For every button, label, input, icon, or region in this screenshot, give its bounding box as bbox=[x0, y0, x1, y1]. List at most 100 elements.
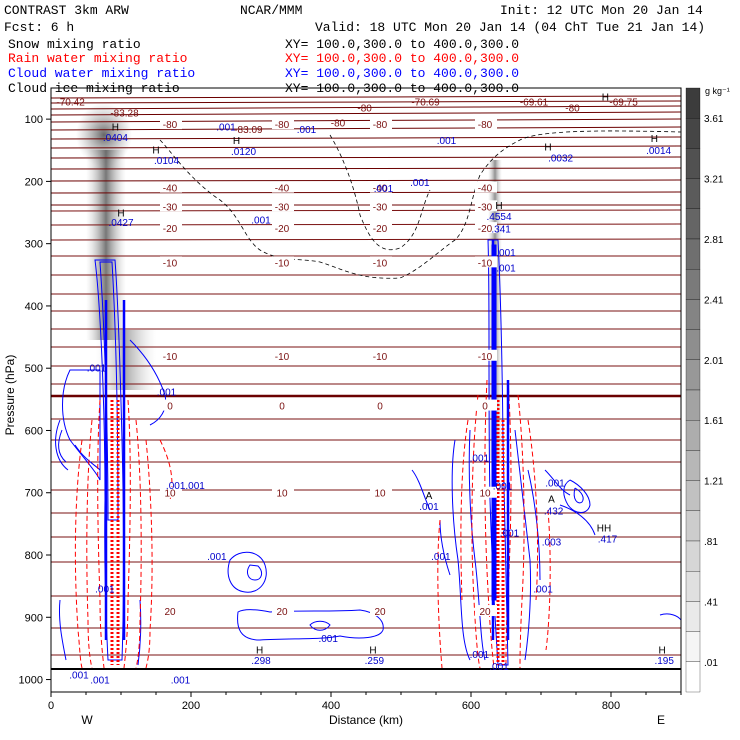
cloud-water-contours bbox=[55, 239, 681, 666]
contour-annotation: .001 bbox=[500, 528, 520, 539]
contour-annotation: .298 bbox=[251, 656, 271, 667]
isotherm-label-bg bbox=[370, 181, 392, 193]
isotherm-label: -80 bbox=[275, 120, 290, 131]
valid-time: Valid: 18 UTC Mon 20 Jan 14 (04 ChT Tue … bbox=[315, 20, 705, 35]
isotherm-label-bg bbox=[475, 486, 497, 498]
contour-annotation: .001 bbox=[69, 670, 89, 681]
contour-annotation: .001 bbox=[374, 184, 394, 195]
isotherm-label-bg bbox=[160, 181, 182, 193]
contour-annotation: .001 bbox=[87, 363, 107, 374]
contour-annotation: -80 bbox=[565, 104, 580, 115]
legend-cloud-xy: XY= 100.0,300.0 to 400.0,300.0 bbox=[285, 66, 519, 81]
colorbar-swatch bbox=[685, 87, 701, 119]
isotherm-label: 10 bbox=[276, 489, 288, 500]
isotherm-label-bg bbox=[160, 486, 182, 498]
contour-annotation: .417 bbox=[598, 535, 618, 546]
contour-annotation: .001 bbox=[533, 584, 553, 595]
y-tick-label: 700 bbox=[25, 488, 43, 500]
colorbar-swatch bbox=[685, 359, 701, 391]
contour-annotation: .259 bbox=[365, 656, 385, 667]
legend-snow-xy: XY= 100.0,300.0 to 400.0,300.0 bbox=[285, 37, 519, 52]
isotherm-label: 20 bbox=[479, 607, 491, 618]
isotherm-label: -10 bbox=[275, 352, 290, 363]
colorbar-swatch bbox=[685, 540, 701, 572]
isotherm-label: -30 bbox=[373, 202, 388, 213]
colorbar-label: 3.61 bbox=[704, 114, 724, 125]
isotherm-label-bg bbox=[160, 349, 182, 361]
isotherm-label: -10 bbox=[163, 258, 178, 269]
y-tick-label: 300 bbox=[25, 239, 43, 251]
colorbar-unit: g kg⁻¹ bbox=[705, 86, 730, 96]
isotherm-label: -40 bbox=[373, 184, 388, 195]
isotherm-label: -20 bbox=[478, 224, 493, 235]
contour-annotation: H bbox=[658, 645, 665, 656]
colorbar-label: .41 bbox=[704, 597, 718, 608]
contour-annotation: .001 bbox=[496, 264, 516, 275]
isotherm-label-bg bbox=[160, 200, 182, 212]
colorbar-swatch bbox=[685, 661, 701, 693]
isotherm-label: 0 bbox=[167, 402, 173, 413]
isotherm-label: -10 bbox=[373, 258, 388, 269]
contour-annotation: -70.42 bbox=[56, 97, 85, 108]
contour-annotation: .001.001 bbox=[166, 481, 205, 492]
isotherm-label: 20 bbox=[374, 607, 386, 618]
x-tick-label: 600 bbox=[462, 700, 480, 712]
contour-annotation: .001 bbox=[496, 248, 516, 259]
isotherm-label: 20 bbox=[164, 607, 176, 618]
isotherm-label-bg bbox=[370, 605, 392, 617]
y-tick-label: 800 bbox=[25, 550, 43, 562]
isotherm-label-bg bbox=[272, 486, 294, 498]
colorbar-swatch bbox=[685, 389, 701, 421]
isotherm-label: -10 bbox=[163, 352, 178, 363]
colorbar-label: 2.41 bbox=[704, 295, 724, 306]
colorbar-swatch bbox=[685, 299, 701, 330]
colorbar-swatch bbox=[685, 480, 701, 511]
isotherm-label-bg bbox=[475, 181, 497, 193]
isotherm-label: -80 bbox=[478, 120, 493, 131]
contour-annotation: H bbox=[602, 92, 609, 103]
model-title: CONTRAST 3km ARW bbox=[4, 3, 129, 18]
contour-annotation: .0104 bbox=[154, 156, 179, 167]
x-tick-label: 200 bbox=[182, 700, 200, 712]
isotherm-label: -30 bbox=[478, 202, 493, 213]
isotherm-label: -10 bbox=[478, 352, 493, 363]
contour-annotation: A bbox=[426, 491, 433, 502]
contour-annotation: H bbox=[117, 208, 124, 219]
center-title: NCAR/MMM bbox=[240, 3, 302, 18]
contour-annotation: H bbox=[112, 122, 119, 133]
rain-core-columns bbox=[110, 400, 505, 665]
isotherm-label-bg bbox=[475, 200, 497, 212]
isotherm-label-bg bbox=[160, 605, 182, 617]
contour-annotation: .0032 bbox=[548, 153, 573, 164]
contour-annotation: .001 bbox=[470, 454, 490, 465]
isotherm-label-bg bbox=[370, 399, 392, 411]
isotherm-label-bg bbox=[370, 256, 392, 268]
colorbar-swatch bbox=[685, 601, 701, 632]
isotherm-label: 0 bbox=[482, 402, 488, 413]
x-tick-label: 0 bbox=[48, 700, 54, 712]
contour-annotation: .001 bbox=[297, 125, 317, 136]
contour-annotation: .001 bbox=[216, 122, 236, 133]
contour-annotation: -80 bbox=[357, 104, 372, 115]
contour-annotation: H bbox=[369, 645, 376, 656]
upper-isotherm-lines bbox=[51, 95, 681, 206]
y-tick-label: 100 bbox=[25, 114, 43, 126]
isotherm-label-bg bbox=[475, 399, 497, 411]
contour-annotation: .001 bbox=[545, 479, 565, 490]
isotherm-label: -10 bbox=[275, 258, 290, 269]
legend-rain-xy: XY= 100.0,300.0 to 400.0,300.0 bbox=[285, 51, 519, 66]
x-axis-label: Distance (km) bbox=[329, 713, 403, 727]
y-axis: 100 200 300 400 500 600 700 800 900 1000 bbox=[19, 114, 51, 687]
isotherm-label-bg bbox=[160, 118, 182, 130]
colorbar-swatch bbox=[685, 631, 701, 662]
isotherm-label-bg bbox=[272, 118, 294, 130]
isotherm-label-bg bbox=[370, 118, 392, 130]
contour-annotation: .432 bbox=[544, 507, 564, 518]
isotherm-label: -80 bbox=[163, 120, 178, 131]
contour-annotation: .001 bbox=[470, 650, 490, 661]
contour-annotation: .195 bbox=[654, 656, 674, 667]
contour-annotation: .001 bbox=[493, 482, 513, 493]
isotherm-label-bg bbox=[272, 181, 294, 193]
isotherm-label: 0 bbox=[377, 402, 383, 413]
colorbar-label: 1.21 bbox=[704, 477, 724, 488]
